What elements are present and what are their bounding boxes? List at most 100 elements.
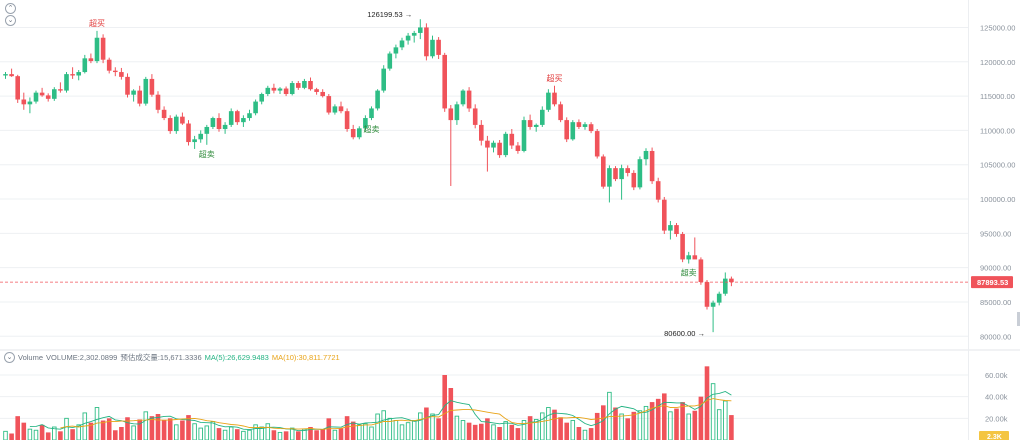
volume-bar xyxy=(88,422,94,440)
candle-body xyxy=(106,59,112,71)
volume-bar xyxy=(601,405,606,440)
candle-body xyxy=(570,122,576,140)
overbought-signal: 超买 xyxy=(89,18,105,28)
volume-bar xyxy=(125,417,130,440)
candle-body xyxy=(692,255,698,260)
collapse-up-icon[interactable]: ⌃ xyxy=(5,3,16,14)
volume-bar xyxy=(100,420,106,440)
volume-bar xyxy=(723,400,728,440)
volume-bar xyxy=(308,427,313,440)
volume-bar xyxy=(625,418,630,440)
candle-body xyxy=(3,74,8,76)
volume-bar xyxy=(106,418,112,440)
candle-body xyxy=(418,27,423,33)
volume-bar xyxy=(564,422,569,440)
volume-toggle-icon[interactable]: ⌄ xyxy=(4,352,15,363)
volume-label: Volume xyxy=(18,353,44,362)
volume-bar xyxy=(27,428,33,440)
volume-bar xyxy=(9,433,14,440)
volume-bar xyxy=(479,423,484,440)
candle-body xyxy=(613,168,618,180)
current-volume-badge xyxy=(979,431,1009,440)
candle-body xyxy=(472,108,478,125)
volume-bar xyxy=(399,424,405,440)
volume-bar xyxy=(350,421,356,440)
volume-bar xyxy=(521,420,527,440)
candle-body xyxy=(680,234,685,260)
candle-body xyxy=(143,78,149,104)
candle-body xyxy=(52,89,57,99)
current-volume-label: 2.3K xyxy=(987,434,1002,440)
candle-body xyxy=(405,35,411,41)
volume-bar xyxy=(668,411,673,440)
volume-bar xyxy=(424,407,429,440)
volume-bar xyxy=(222,429,228,440)
volume-bars-layer xyxy=(3,366,734,440)
volume-bar xyxy=(546,407,551,440)
expand-down-icon[interactable]: ⌄ xyxy=(5,15,16,26)
volume-bar xyxy=(436,418,441,440)
candle-body xyxy=(588,124,594,132)
volume-bar xyxy=(149,416,155,440)
candle-body xyxy=(533,124,539,127)
volume-bar xyxy=(39,424,45,440)
volume-pane-header: ⌄ Volume VOLUME:2,302.0899 预估成交量:15,671.… xyxy=(4,352,340,363)
candle-body xyxy=(204,126,210,134)
volume-bar xyxy=(137,419,142,440)
volume-bar xyxy=(454,415,460,440)
candle-body xyxy=(350,129,356,138)
price-tick-label: 85000.00 xyxy=(980,298,1011,307)
candle-body xyxy=(729,278,734,283)
candle-body xyxy=(88,58,94,62)
volume-bar xyxy=(698,396,704,440)
candle-body xyxy=(167,118,173,132)
volume-bar xyxy=(210,421,216,440)
volume-bar xyxy=(649,402,655,440)
candle-body xyxy=(674,225,679,235)
candle-body xyxy=(247,113,252,119)
candle-body xyxy=(320,91,325,97)
candle-body xyxy=(186,123,191,143)
candle-body xyxy=(344,111,350,130)
candle-body xyxy=(497,142,502,156)
volume-bar xyxy=(204,425,210,440)
pane-resize-handle[interactable] xyxy=(1017,312,1020,326)
volume-bar xyxy=(241,430,246,440)
price-tick-label: 90000.00 xyxy=(980,264,1011,273)
volume-bar xyxy=(52,426,57,440)
candle-body xyxy=(265,87,271,95)
volume-bar xyxy=(357,424,362,440)
candle-body xyxy=(710,302,716,307)
volume-bar xyxy=(442,375,447,440)
candle-body xyxy=(149,78,155,95)
candle-body xyxy=(655,181,661,200)
candle-body xyxy=(332,106,338,113)
volume-bar xyxy=(167,418,173,440)
ma10-value: MA(10):30,811.7721 xyxy=(271,353,340,362)
candle-body xyxy=(411,32,417,36)
volume-bar xyxy=(235,429,240,440)
high-price-marker: 126199.53 → xyxy=(367,10,412,19)
price-tick-label: 110000.00 xyxy=(980,126,1015,135)
candle-body xyxy=(338,106,344,112)
candle-body xyxy=(289,83,295,95)
candle-body xyxy=(70,74,75,76)
candle-body xyxy=(649,150,655,182)
candle-body xyxy=(363,118,368,129)
candle-body xyxy=(15,76,20,100)
candle-body xyxy=(21,99,27,105)
volume-bar xyxy=(558,417,563,440)
candle-body xyxy=(302,80,307,88)
volume-bar xyxy=(515,428,521,440)
volume-bar xyxy=(113,430,118,440)
volume-bar xyxy=(21,422,27,440)
candle-body xyxy=(552,92,557,105)
candle-body xyxy=(594,131,600,157)
volume-bar xyxy=(710,383,716,440)
volume-bar xyxy=(509,424,515,440)
volume-bar xyxy=(460,420,466,440)
price-axis: 125000.00 120000.00 115000.00 110000.00 1050… xyxy=(980,23,1015,423)
candle-body xyxy=(582,124,588,127)
volume-bar xyxy=(58,431,63,440)
